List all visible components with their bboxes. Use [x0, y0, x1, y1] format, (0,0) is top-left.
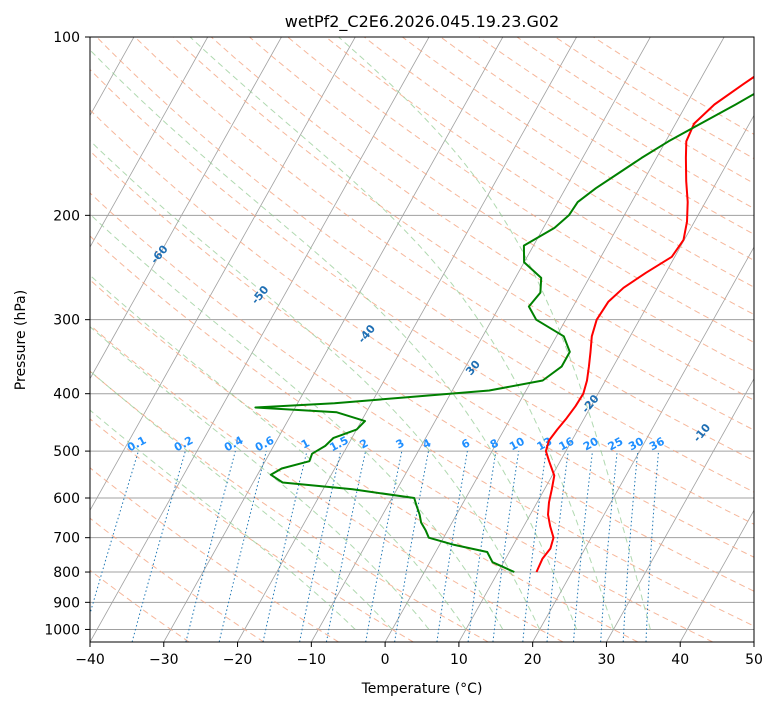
x-tick-label: −10	[297, 652, 327, 668]
y-axis-ticks: 100 200 300 400 500 600 700 800 900 1000	[44, 30, 90, 638]
isotherm-line	[90, 37, 430, 642]
isotherm-line	[90, 37, 209, 248]
moist-adiabat-line	[338, 37, 651, 630]
x-tick-label: −40	[75, 652, 105, 668]
skewed-isotherms	[90, 37, 754, 642]
y-tick-label: 400	[53, 387, 80, 403]
x-tick-label: 40	[671, 652, 689, 668]
x-axis-label: Temperature (°C)	[361, 681, 483, 697]
x-tick-label: 50	[745, 652, 763, 668]
sounding-traces	[254, 75, 754, 573]
y-tick-label: 500	[53, 444, 80, 460]
x-tick-label: −30	[149, 652, 179, 668]
mixing-ratio-line	[436, 451, 468, 642]
isotherm-line	[237, 37, 577, 642]
mixing-ratio-label: 36	[647, 435, 667, 454]
dewpoint-profile-line	[254, 92, 754, 573]
isotherm-line	[532, 246, 754, 642]
isotherm-line	[458, 114, 754, 642]
x-axis-ticks: −40 −30 −20 −10 0 10 20 30 40 50	[75, 642, 763, 668]
mixing-ratio-line	[218, 450, 267, 642]
x-tick-label: 30	[598, 652, 616, 668]
dry-adiabat-line	[90, 235, 713, 642]
dry-adiabat-line	[96, 37, 754, 493]
x-tick-label: 10	[450, 652, 468, 668]
dry-adiabat-line	[90, 517, 265, 642]
mixing-ratio-line	[262, 450, 308, 642]
y-tick-label: 900	[53, 595, 80, 611]
moist-adiabats	[90, 37, 651, 630]
y-axis-label: Pressure (hPa)	[13, 290, 29, 390]
mixing-ratio-line	[131, 450, 186, 642]
y-tick-label: 600	[53, 491, 80, 507]
dry-adiabats	[90, 37, 754, 642]
dry-adiabat-line	[287, 37, 754, 343]
mixing-ratio-label: 16	[557, 435, 577, 454]
x-tick-label: −20	[223, 652, 253, 668]
isotherm-line	[679, 509, 754, 642]
mixing-ratio-label: 30	[626, 435, 646, 454]
isotherm-line	[163, 37, 504, 642]
y-tick-label: 300	[53, 313, 80, 329]
moist-adiabat-line	[90, 49, 578, 630]
x-tick-label: 0	[381, 652, 390, 668]
dry-adiabat-line	[90, 192, 754, 627]
isotherm-line	[90, 37, 356, 512]
mixing-ratio-line	[546, 451, 569, 642]
dry-adiabat-line	[249, 37, 754, 372]
y-tick-label: 1000	[44, 622, 80, 638]
mixing-ratio-line	[522, 451, 547, 642]
mixing-ratio-label: 20	[581, 435, 601, 454]
dry-adiabat-line	[90, 109, 754, 558]
moist-adiabat-line	[189, 37, 614, 630]
moist-adiabat-line	[90, 409, 356, 630]
plot-frame	[89, 36, 755, 643]
y-tick-label: 100	[53, 30, 80, 46]
mixing-ratio-line	[185, 450, 236, 642]
mixing-ratio-line	[573, 451, 593, 642]
mixing-ratio-line	[90, 450, 139, 616]
y-tick-label: 800	[53, 565, 80, 581]
mixing-ratio-line	[600, 451, 618, 642]
dry-adiabat-line	[90, 467, 339, 642]
dry-adiabat-line	[90, 324, 564, 642]
pressure-gridlines	[90, 37, 754, 630]
moist-adiabat-line	[90, 370, 393, 630]
isotherm-line	[90, 37, 282, 380]
mixing-ratio-label: 25	[606, 435, 626, 454]
dry-adiabat-line	[325, 37, 754, 316]
dry-adiabat-line	[90, 150, 754, 592]
mixing-ratio-line	[492, 451, 520, 642]
moist-adiabat-line	[90, 140, 541, 630]
chart-title: wetPf2_C2E6.2026.045.19.23.G02	[285, 12, 559, 32]
isotherm-line	[310, 37, 651, 642]
y-tick-label: 200	[53, 208, 80, 224]
moist-adiabat-line	[90, 274, 467, 630]
mixing-ratio-label: 10	[507, 435, 527, 454]
dry-adiabat-line	[90, 68, 754, 525]
temperature-profile-line	[535, 75, 754, 573]
mixing-ratio-line	[299, 450, 342, 642]
mixing-ratio-lines	[90, 450, 660, 642]
y-tick-label: 700	[53, 531, 80, 547]
dry-adiabat-line	[210, 37, 754, 401]
isotherm-line	[606, 377, 754, 642]
moist-adiabat-line	[90, 213, 504, 630]
dry-adiabat-line	[90, 370, 489, 642]
x-tick-label: 20	[524, 652, 542, 668]
mixing-ratio-line	[467, 451, 497, 642]
